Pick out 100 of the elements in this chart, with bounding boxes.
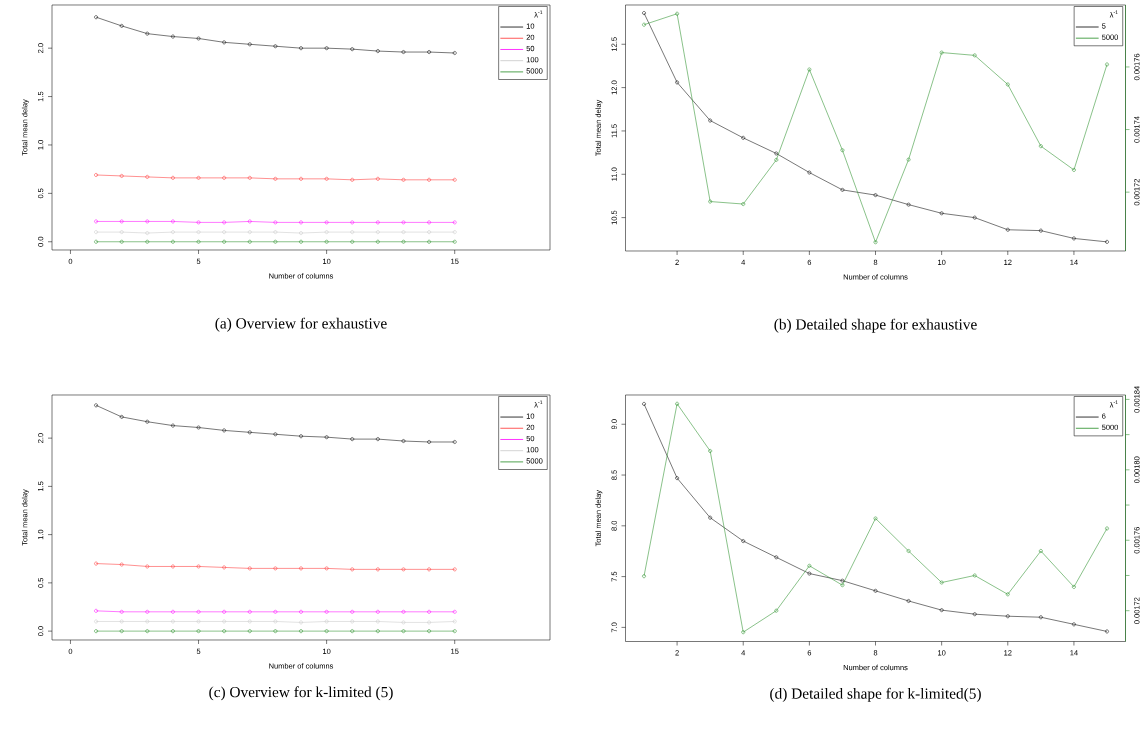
- point: [247, 566, 252, 571]
- point: [807, 563, 812, 568]
- point: [708, 118, 713, 123]
- point: [299, 239, 303, 244]
- point: [972, 612, 977, 617]
- point: [375, 239, 380, 244]
- point: [273, 432, 278, 437]
- point: [708, 449, 713, 453]
- point: [774, 151, 779, 156]
- point: [247, 619, 252, 624]
- point: [171, 564, 175, 569]
- point: [427, 220, 431, 225]
- point: [1038, 228, 1043, 233]
- point: [375, 176, 380, 181]
- point: [299, 629, 303, 633]
- point: [708, 515, 713, 520]
- point: [972, 53, 977, 58]
- point: [708, 199, 713, 204]
- point: [222, 629, 227, 633]
- point: [324, 46, 329, 51]
- point: [807, 67, 812, 72]
- point: [119, 219, 124, 224]
- point: [1038, 144, 1043, 149]
- point: [427, 440, 431, 444]
- point: [873, 193, 878, 197]
- point: [145, 239, 150, 244]
- point: [222, 428, 227, 433]
- point: [350, 47, 355, 51]
- point: [350, 619, 355, 624]
- point: [774, 158, 779, 162]
- point: [375, 437, 380, 441]
- point: [939, 50, 944, 55]
- point: [840, 583, 845, 588]
- point: [675, 11, 679, 16]
- point: [972, 573, 977, 578]
- point: [401, 50, 406, 54]
- point: [273, 609, 278, 614]
- point: [906, 599, 911, 603]
- point: [675, 80, 679, 85]
- point: [427, 50, 431, 54]
- point: [324, 176, 329, 181]
- point: [247, 42, 252, 47]
- point: [840, 148, 845, 153]
- point: [119, 174, 124, 178]
- point: [247, 430, 252, 435]
- point: [222, 176, 227, 180]
- point: [427, 567, 431, 572]
- point: [807, 571, 812, 576]
- point: [1005, 614, 1010, 619]
- point: [1038, 549, 1043, 553]
- point: [350, 629, 355, 633]
- point: [171, 230, 175, 234]
- point: [939, 211, 944, 216]
- point: [427, 629, 431, 633]
- point: [1005, 592, 1010, 597]
- point: [350, 239, 355, 244]
- point: [171, 176, 175, 180]
- point: [741, 630, 746, 635]
- point: [401, 177, 406, 182]
- point: [196, 220, 201, 225]
- point: [299, 609, 303, 614]
- point: [427, 239, 431, 244]
- point: [401, 620, 406, 625]
- point: [171, 34, 175, 39]
- point: [119, 239, 124, 244]
- point: [741, 202, 746, 206]
- point: [196, 564, 201, 569]
- point: [774, 555, 779, 560]
- point: [273, 176, 278, 181]
- point: [1072, 236, 1076, 241]
- point: [375, 609, 380, 614]
- point: [171, 423, 175, 428]
- point: [1005, 227, 1010, 232]
- point: [324, 239, 329, 244]
- point: [299, 566, 303, 571]
- point: [196, 36, 201, 41]
- point: [1072, 585, 1076, 589]
- point: [350, 177, 355, 182]
- point: [401, 609, 406, 614]
- point: [273, 220, 278, 225]
- point: [1038, 615, 1043, 620]
- point: [324, 220, 329, 225]
- point: [273, 629, 278, 633]
- point: [171, 629, 175, 633]
- point: [222, 565, 227, 570]
- point: [145, 619, 150, 624]
- point: [247, 219, 252, 224]
- point: [299, 46, 303, 51]
- point: [196, 629, 201, 633]
- point: [119, 609, 124, 614]
- point: [401, 629, 406, 633]
- point: [299, 176, 303, 181]
- point: [1005, 82, 1010, 87]
- point: [375, 567, 380, 572]
- point: [840, 188, 845, 192]
- point: [145, 564, 150, 569]
- point: [774, 608, 779, 613]
- point: [145, 219, 150, 224]
- point: [939, 608, 944, 612]
- point: [939, 580, 944, 585]
